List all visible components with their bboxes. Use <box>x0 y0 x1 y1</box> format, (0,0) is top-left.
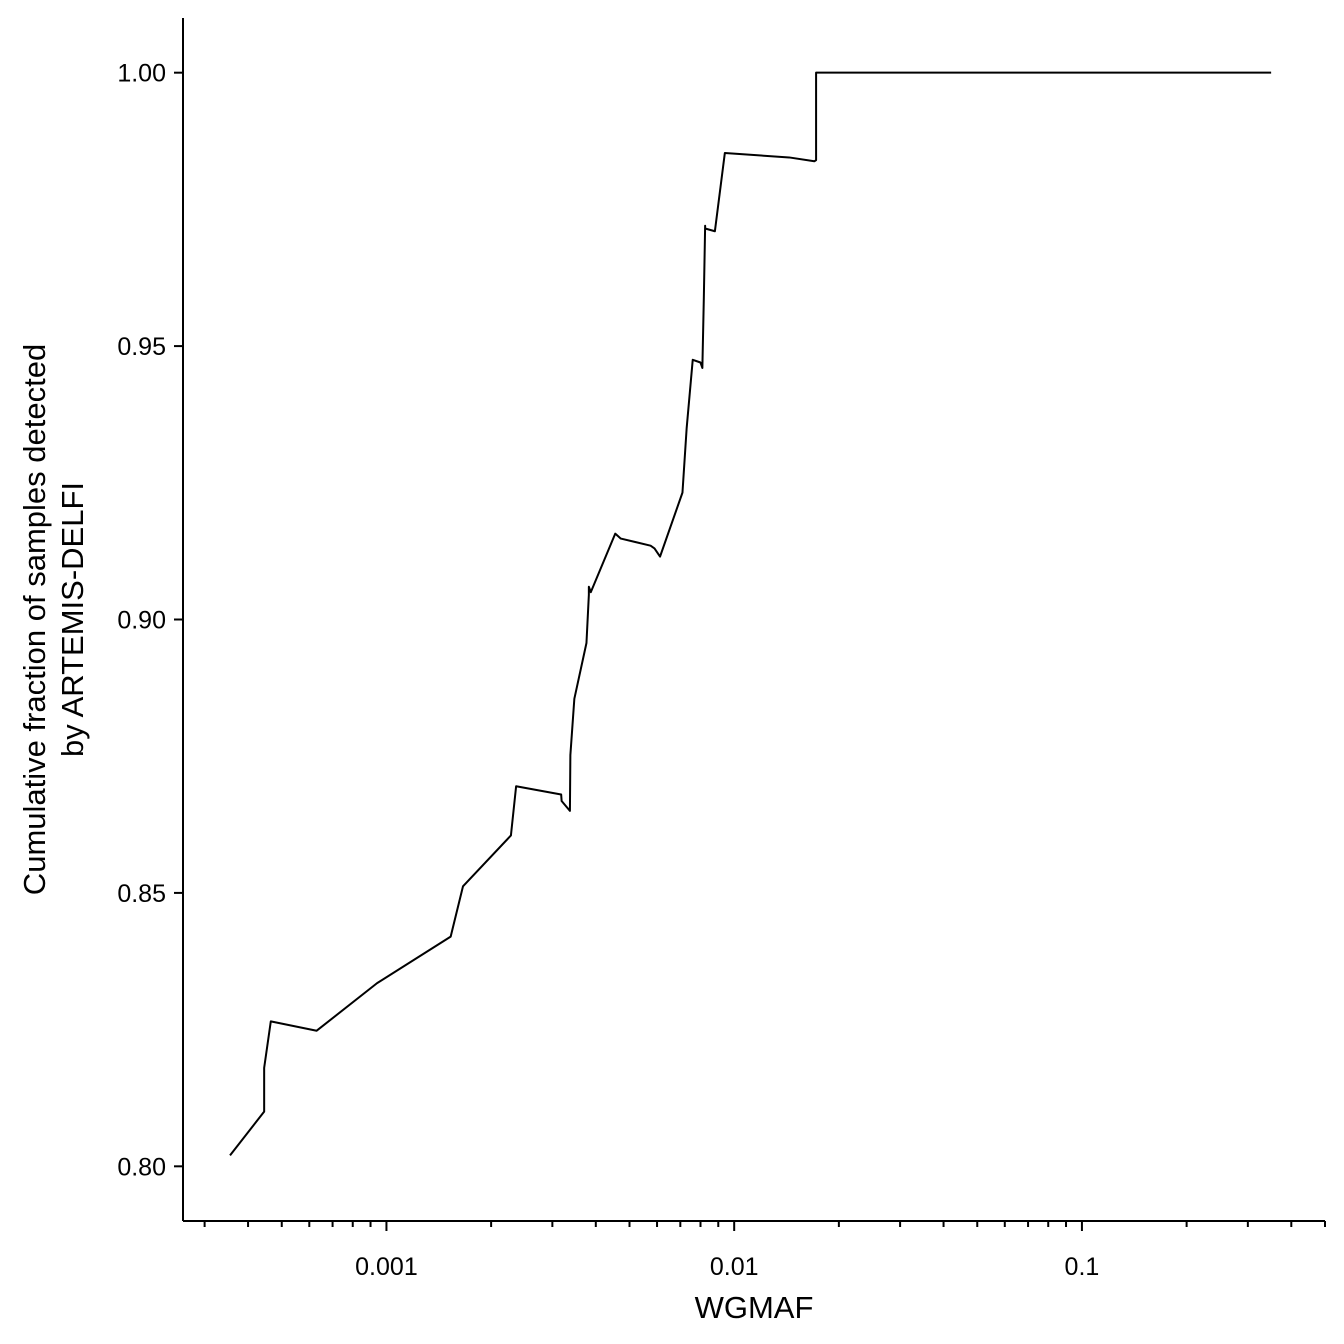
y-tick-label: 0.80 <box>117 1153 166 1181</box>
plot-area: 0.80 0.85 0.90 0.95 1.00 0.001 0.01 0.1 <box>117 18 1326 1281</box>
y-tick-label: 0.90 <box>117 607 166 635</box>
y-axis-ticks: 0.80 0.85 0.90 0.95 1.00 <box>117 60 183 1181</box>
y-axis-title-line-1: Cumulative fraction of samples detected <box>17 344 52 895</box>
y-tick-label: 0.85 <box>117 880 166 908</box>
y-tick-label: 0.95 <box>117 333 166 361</box>
x-axis-ticks: 0.001 0.01 0.1 <box>203 1221 1326 1281</box>
x-tick-label: 0.1 <box>1065 1253 1100 1281</box>
series-line <box>229 71 1272 1156</box>
x-tick-label: 0.01 <box>710 1253 759 1281</box>
y-tick-label: 1.00 <box>117 60 166 88</box>
x-tick-label: 0.001 <box>355 1253 418 1281</box>
x-axis-title: WGMAF <box>695 1290 814 1325</box>
y-axis-title-line-2: by ARTEMIS-DELFI <box>55 482 90 757</box>
y-axis-title: Cumulative fraction of samples detected … <box>17 344 90 895</box>
